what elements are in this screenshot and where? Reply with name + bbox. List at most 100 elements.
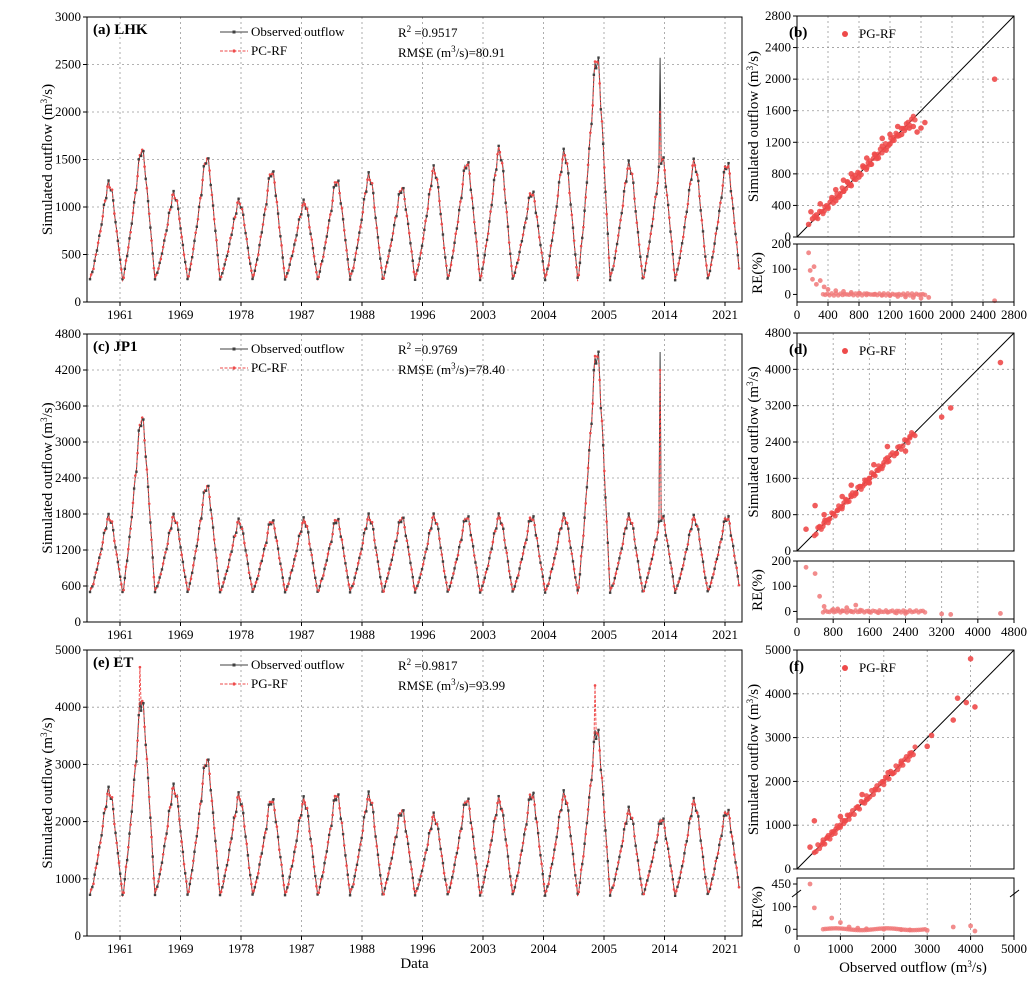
simulated-point (698, 194, 701, 198)
observed-point (197, 205, 201, 209)
simulated-point (531, 796, 534, 799)
observed-point (678, 876, 681, 880)
simulated-point (531, 193, 534, 197)
simulated-point (289, 571, 293, 574)
observed-point (260, 231, 264, 234)
simulated-point (626, 518, 629, 521)
simulated-point (282, 583, 286, 586)
simulated-point (115, 841, 119, 845)
observed-point (673, 894, 677, 897)
simulated-point (138, 665, 142, 669)
simulated-point (129, 823, 132, 826)
observed-point (541, 872, 544, 876)
simulated-point (519, 853, 523, 857)
observed-point (88, 278, 92, 281)
scatter-point (881, 782, 887, 788)
re-point (829, 915, 835, 921)
simulated-point (649, 865, 653, 868)
simulated-point (229, 841, 232, 844)
observed-point (725, 519, 728, 522)
y-tick-label: 0 (75, 294, 82, 309)
simulated-point (145, 757, 149, 761)
observed-point (123, 576, 127, 580)
simulated-point (475, 566, 478, 569)
simulated-point (382, 892, 386, 896)
simulated-point (154, 273, 158, 277)
observed-point (316, 893, 319, 896)
simulated-point (686, 543, 690, 546)
observed-point (353, 874, 356, 878)
y-axis-label: Simulated outflow (m3/s) (39, 717, 56, 868)
y-tick-label: 2400 (765, 434, 791, 449)
observed-point (506, 225, 510, 228)
observed-point (690, 814, 693, 818)
simulated-point (168, 529, 172, 532)
y-tick-label: 3000 (55, 9, 81, 24)
simulated-point (268, 800, 272, 804)
observed-point (184, 575, 187, 579)
y-tick-label: 2000 (55, 104, 81, 119)
simulated-point (691, 164, 694, 167)
simulated-point (324, 855, 327, 859)
simulated-point (396, 826, 399, 830)
simulated-point (551, 231, 555, 235)
scatter-point (821, 511, 827, 518)
simulated-point (236, 521, 239, 524)
simulated-point (519, 560, 523, 564)
simulated-point (737, 267, 741, 270)
simulated-point (737, 583, 741, 587)
observed-point (265, 203, 268, 206)
scatter-point (870, 791, 876, 798)
observed-point (625, 822, 628, 825)
simulated-point (275, 825, 279, 829)
observed-point (513, 585, 517, 588)
observed-point (132, 778, 136, 781)
observed-point (279, 562, 282, 565)
observed-point (409, 561, 412, 565)
observed-point (469, 188, 473, 192)
simulated-point (122, 588, 125, 592)
r2-text: R2 =0.9769 (398, 341, 458, 357)
observed-point (655, 192, 658, 196)
observed-point (597, 350, 600, 353)
simulated-point (733, 554, 736, 558)
observed-point (653, 546, 656, 549)
observed-point (662, 817, 665, 820)
simulated-point (714, 232, 718, 235)
scatter-point (813, 531, 819, 537)
observed-point (532, 791, 535, 795)
observed-point (91, 270, 94, 274)
scatter-point (884, 443, 891, 450)
simulated-point (219, 588, 223, 592)
simulated-point (294, 239, 297, 242)
simulated-point (670, 869, 673, 873)
observed-point (657, 520, 661, 523)
observed-point (502, 814, 505, 817)
observed-point (648, 870, 651, 873)
observed-point (130, 810, 133, 813)
simulated-point (733, 853, 736, 856)
simulated-point (533, 803, 536, 806)
observed-point (490, 547, 493, 550)
simulated-point (303, 801, 307, 804)
observed-point (411, 876, 414, 880)
observed-point (346, 576, 349, 579)
observed-point (209, 789, 212, 792)
observed-point (511, 590, 514, 593)
scatter-point (837, 824, 844, 830)
simulated-point (189, 262, 193, 266)
simulated-point (407, 850, 411, 854)
y-tick-label: 800 (772, 507, 792, 522)
plot-frame (796, 649, 1015, 870)
scatter-point (912, 433, 918, 439)
observed-point (116, 852, 120, 855)
observed-point (311, 561, 315, 565)
x-tick-label: 1987 (289, 941, 316, 956)
observed-point (376, 560, 380, 563)
observed-point (216, 866, 219, 870)
simulated-point (486, 860, 490, 864)
observed-point (546, 584, 549, 587)
observed-point (474, 231, 477, 235)
observed-point (437, 186, 440, 189)
simulated-point (215, 238, 218, 242)
